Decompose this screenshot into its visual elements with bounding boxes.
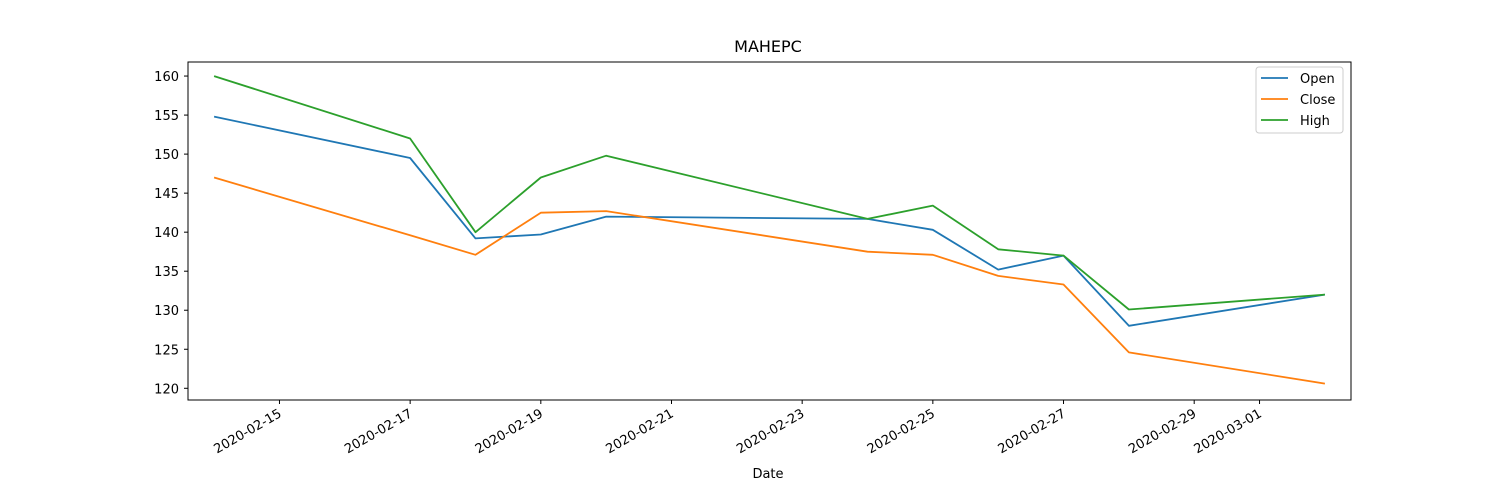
- y-axis: 120 125 130 135 140 145 150 155 160: [154, 70, 188, 397]
- y-tick-label: 120: [154, 382, 179, 397]
- plot-frame: [187, 61, 1352, 401]
- x-tick-label: 2020-02-29: [1126, 406, 1199, 457]
- x-tick-label: 2020-03-01: [1192, 406, 1265, 457]
- y-tick-label: 155: [154, 109, 179, 124]
- legend-label: Open: [1300, 72, 1335, 87]
- x-tick-label: 2020-02-19: [473, 406, 546, 457]
- y-tick-label: 140: [154, 226, 179, 241]
- x-axis-title: Date: [752, 467, 783, 482]
- series-line-open: [213, 115, 1326, 327]
- y-tick-label: 130: [154, 304, 179, 319]
- x-tick-label: 2020-02-25: [865, 406, 938, 457]
- x-tick-label: 2020-02-15: [212, 406, 285, 457]
- legend-box: [1255, 66, 1344, 134]
- series-line-close: [213, 176, 1326, 385]
- x-tick-label: 2020-02-17: [342, 406, 415, 457]
- x-axis: 2020-02-15 2020-02-17 2020-02-19 2020-02-21…: [212, 400, 1265, 457]
- x-tick-label: 2020-02-21: [604, 406, 677, 457]
- y-tick-label: 135: [154, 265, 179, 280]
- series-line-high: [213, 75, 1325, 311]
- legend: Open Close High: [1255, 66, 1344, 134]
- x-tick-label: 2020-02-27: [996, 406, 1069, 457]
- legend-label: Close: [1300, 93, 1335, 108]
- chart-title: MAHEPC: [734, 37, 802, 56]
- x-tick-label: 2020-02-23: [734, 406, 807, 457]
- y-tick-label: 150: [154, 148, 179, 163]
- y-tick-label: 145: [154, 187, 179, 202]
- legend-label: High: [1300, 114, 1330, 129]
- y-tick-label: 125: [154, 343, 179, 358]
- y-tick-label: 160: [154, 70, 179, 85]
- plot-lines: [213, 75, 1326, 385]
